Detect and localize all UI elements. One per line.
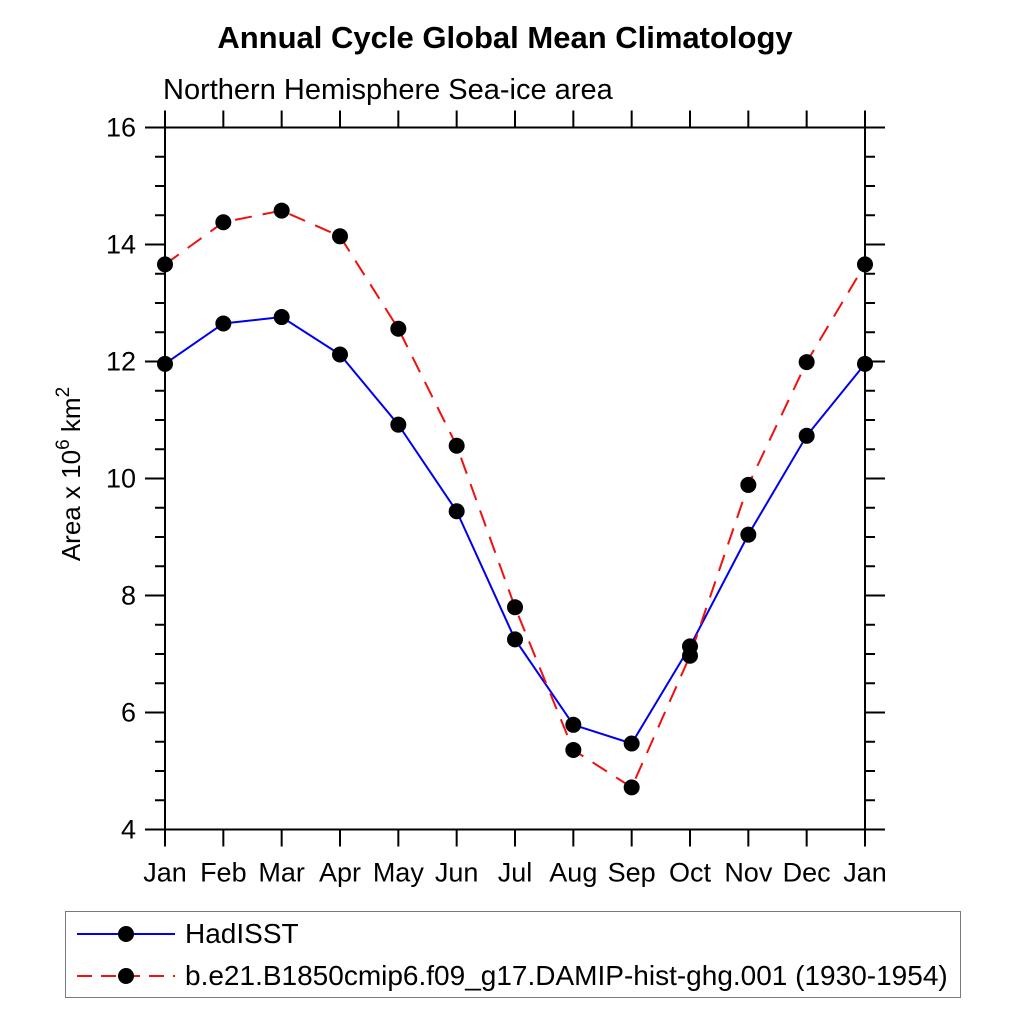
data-point-marker-model (448, 437, 465, 454)
series-line-model (164, 209, 866, 789)
data-point-marker-hadisst (623, 735, 640, 752)
chart-subtitle: Northern Hemisphere Sea-ice area (163, 74, 613, 106)
y-axis-tick-label: 10 (106, 464, 136, 494)
y-axis-label: Area x 106 km2 (53, 387, 86, 561)
y-axis-tick-label: 16 (106, 113, 136, 143)
data-point-marker-model (682, 647, 698, 664)
data-point-marker-hadisst (857, 355, 873, 372)
data-point-marker-hadisst (798, 427, 815, 444)
x-axis-month-label: Sep (608, 858, 656, 888)
y-axis-tick-label: 8 (121, 581, 136, 611)
x-axis-month-label: Oct (669, 858, 712, 888)
data-point-marker-model (623, 779, 640, 796)
y-axis-tick-label: 14 (106, 230, 136, 260)
data-point-marker-model (157, 256, 173, 273)
x-axis-month-label: Apr (319, 858, 361, 888)
x-axis-month-label: Nov (724, 858, 773, 888)
x-axis-month-label: Dec (783, 858, 831, 888)
data-point-marker-hadisst (390, 416, 407, 433)
legend-row-model: b.e21.B1850cmip6.f09_g17.DAMIP-hist-ghg.… (71, 955, 960, 997)
data-point-marker-hadisst (332, 346, 348, 363)
x-axis-month-label: Jan (143, 858, 187, 888)
legend-label-hadisst: HadISST (185, 917, 299, 949)
series-line-hadisst (164, 316, 866, 745)
legend-row-hadisst: HadISST (71, 913, 960, 955)
x-axis-month-label: Aug (549, 858, 597, 888)
data-point-marker-model (565, 741, 582, 758)
data-point-marker-model (507, 599, 523, 616)
data-point-marker-hadisst (740, 526, 757, 543)
data-point-marker-hadisst (273, 309, 290, 326)
data-point-marker-model (273, 202, 290, 219)
y-axis-tick-label: 4 (121, 815, 136, 845)
data-point-marker-hadisst (448, 503, 465, 520)
data-point-marker-hadisst (157, 355, 173, 372)
legend-sample-solid-line-icon (77, 925, 175, 942)
x-axis-month-label: May (373, 858, 425, 888)
data-point-marker-model (857, 256, 873, 273)
data-point-marker-hadisst (507, 631, 523, 648)
data-point-marker-model (390, 320, 407, 337)
x-axis-month-label: Jun (435, 858, 479, 888)
x-axis-month-label: Jul (498, 858, 533, 888)
legend-label-model: b.e21.B1850cmip6.f09_g17.DAMIP-hist-ghg.… (185, 959, 948, 991)
chart-title: Annual Cycle Global Mean Climatology (217, 20, 793, 55)
data-point-marker-hadisst (215, 315, 232, 332)
plot-frame (164, 126, 866, 831)
data-point-marker-model (215, 214, 232, 231)
data-point-marker-model (798, 354, 815, 371)
y-axis-tick-label: 12 (106, 347, 136, 377)
legend-sample-dashed-line-icon (77, 967, 175, 984)
x-axis-month-label: Mar (258, 858, 305, 888)
data-point-marker-model (332, 228, 348, 245)
legend: HadISST b.e21.B1850cmip6.f09_g17.DAMIP-h… (65, 911, 961, 998)
y-axis-tick-label: 6 (121, 698, 136, 728)
x-axis-month-label: Jan (843, 858, 887, 888)
data-point-marker-hadisst (565, 716, 582, 733)
x-axis-month-label: Feb (200, 858, 247, 888)
data-point-marker-model (740, 476, 757, 493)
